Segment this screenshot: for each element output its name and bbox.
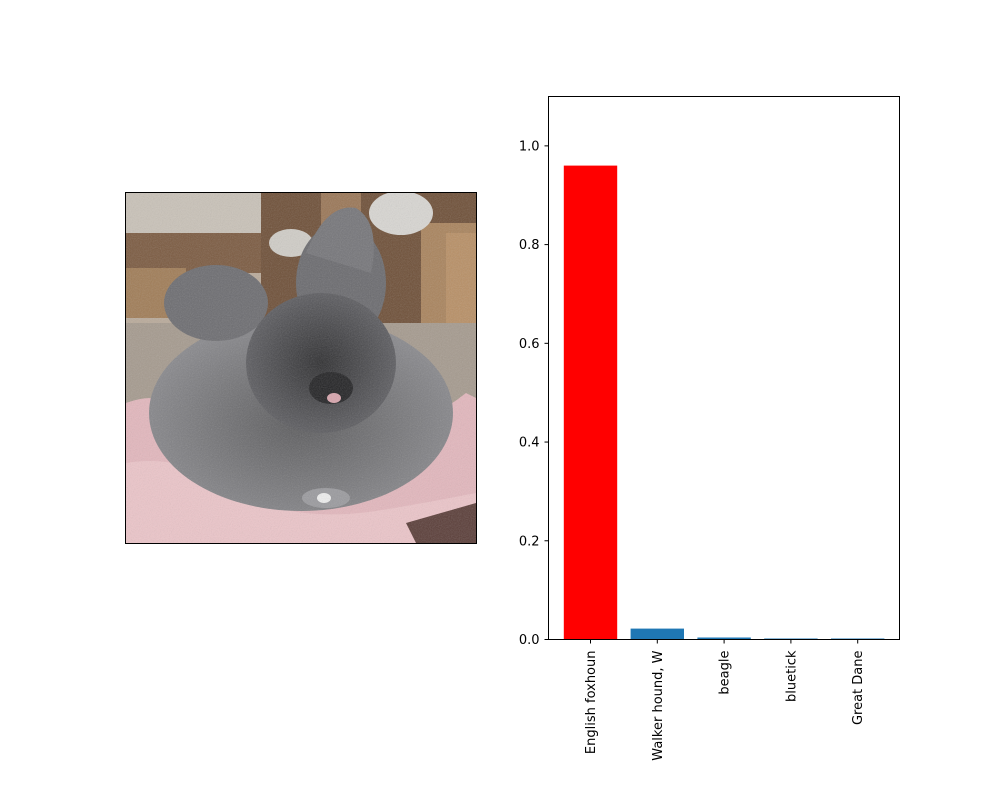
y-tick-label-4: 0.8 (519, 238, 540, 253)
bar-0 (563, 165, 618, 640)
x-axis: English foxhoun Walker hound, W beagle blue… (584, 639, 866, 761)
input-photo (125, 192, 477, 544)
y-tick-label-0: 0.0 (519, 633, 540, 648)
x-tick-label-2: beagle (718, 650, 733, 694)
y-axis: 0.0 0.2 0.4 0.6 0.8 1.0 (519, 139, 549, 648)
y-tick-label-3: 0.6 (519, 337, 540, 352)
x-tick-label-0: English foxhoun (584, 651, 599, 755)
bar-1 (630, 628, 684, 640)
bar-2 (697, 637, 751, 640)
y-tick-label-5: 1.0 (519, 139, 540, 154)
x-tick-label-1: Walker hound, W (651, 650, 666, 760)
y-tick-label-1: 0.2 (519, 534, 540, 549)
x-tick-label-4: Great Dane (851, 651, 866, 726)
rabbit-photo-illustration (126, 193, 476, 543)
bars-layer (563, 165, 885, 640)
y-tick-label-2: 0.4 (519, 436, 540, 451)
x-tick-label-3: bluetick (784, 650, 799, 702)
